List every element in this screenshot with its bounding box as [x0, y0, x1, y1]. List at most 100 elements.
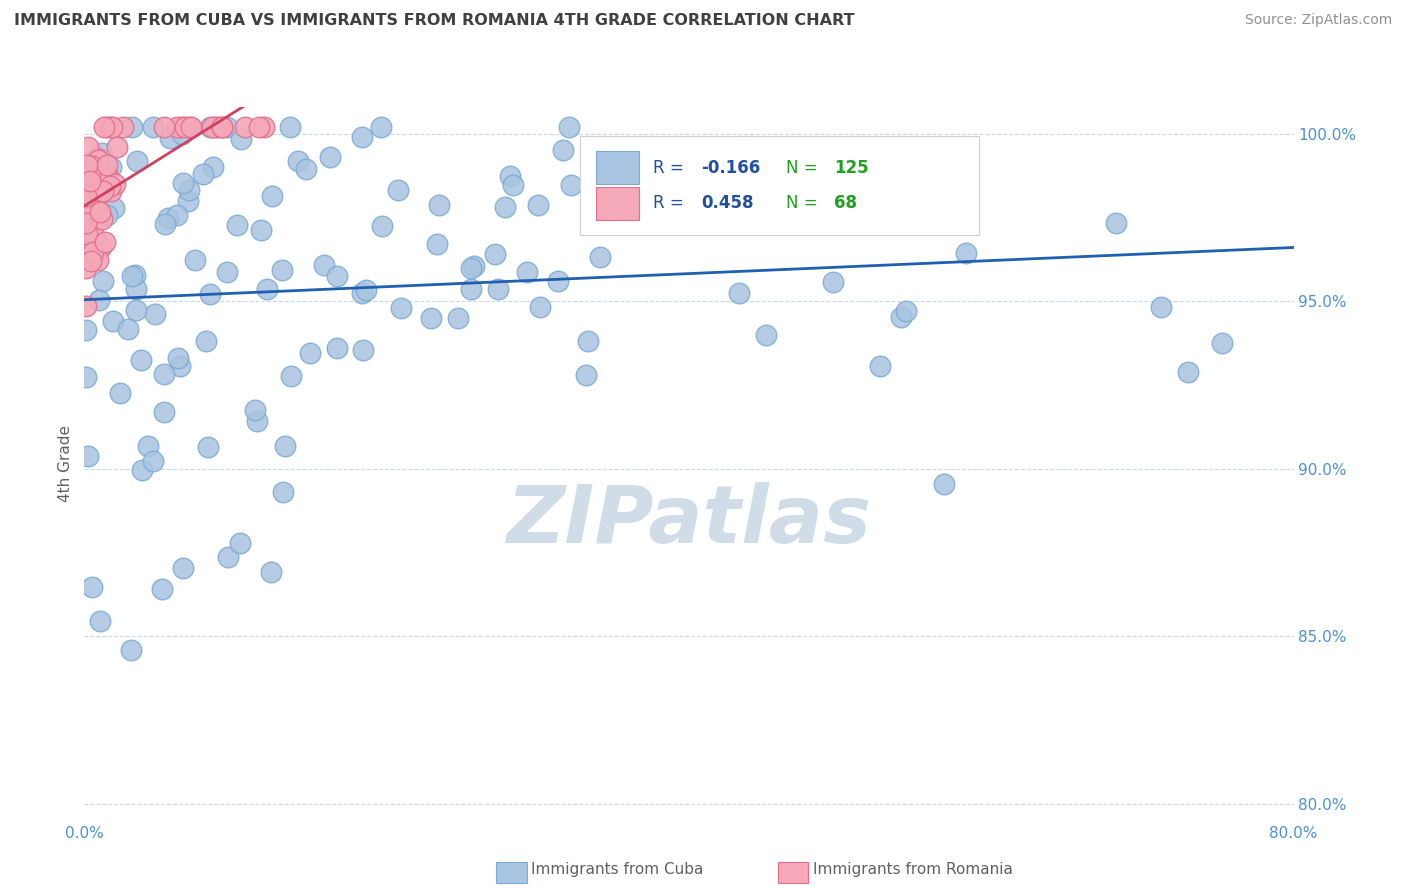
Point: [172, 120, 194, 135]
Point: [529, 300, 551, 314]
Point: [894, 304, 917, 318]
Point: [87, 211, 110, 225]
Point: [103, 201, 125, 215]
Point: [96, 167, 118, 181]
Point: [295, 161, 318, 176]
Point: [91, 184, 114, 198]
Point: [83, 228, 105, 243]
FancyBboxPatch shape: [596, 187, 640, 219]
Point: [869, 359, 891, 374]
Point: [87, 153, 110, 168]
Text: IMMIGRANTS FROM CUBA VS IMMIGRANTS FROM ROMANIA 4TH GRADE CORRELATION CHART: IMMIGRANTS FROM CUBA VS IMMIGRANTS FROM …: [14, 13, 855, 29]
Point: [76, 198, 98, 212]
Point: [125, 303, 148, 318]
Point: [169, 359, 191, 373]
Point: [280, 368, 302, 383]
Point: [260, 189, 283, 203]
Point: [86, 206, 108, 220]
Point: [287, 153, 309, 168]
Point: [198, 286, 221, 301]
Point: [84, 200, 107, 214]
Point: [484, 246, 506, 260]
Point: [527, 198, 550, 212]
Point: [129, 352, 152, 367]
Point: [145, 307, 167, 321]
Point: [101, 314, 124, 328]
Point: [86, 173, 108, 187]
Point: [79, 202, 101, 216]
Point: [558, 120, 581, 135]
Point: [191, 167, 214, 181]
Point: [79, 169, 101, 183]
Point: [215, 120, 238, 135]
Point: [120, 643, 142, 657]
Point: [121, 268, 143, 283]
Y-axis label: 4th Grade: 4th Grade: [58, 425, 73, 502]
Point: [1150, 300, 1173, 314]
Point: [256, 282, 278, 296]
Point: [166, 209, 188, 223]
Text: -0.166: -0.166: [702, 159, 761, 177]
Point: [1211, 335, 1233, 350]
Point: [157, 211, 180, 225]
Point: [516, 265, 538, 279]
Text: Immigrants from Cuba: Immigrants from Cuba: [531, 863, 704, 877]
Point: [925, 198, 948, 212]
Point: [198, 120, 221, 135]
Point: [77, 449, 100, 463]
Point: [260, 566, 283, 580]
Point: [177, 194, 200, 208]
Point: [350, 129, 373, 144]
Point: [86, 198, 108, 212]
Point: [499, 169, 522, 184]
Point: [463, 259, 485, 273]
Point: [153, 367, 176, 381]
Text: Immigrants from Romania: Immigrants from Romania: [813, 863, 1012, 877]
Text: R =: R =: [652, 194, 689, 212]
Point: [184, 252, 207, 267]
Point: [225, 218, 247, 232]
Point: [136, 439, 159, 453]
Point: [150, 582, 173, 596]
Point: [202, 161, 225, 175]
Point: [446, 310, 468, 325]
Point: [177, 183, 200, 197]
Point: [77, 202, 100, 216]
Point: [243, 403, 266, 417]
Point: [75, 369, 97, 384]
Point: [100, 160, 122, 174]
Point: [551, 143, 574, 157]
Point: [142, 454, 165, 468]
Point: [91, 274, 114, 288]
Point: [94, 235, 117, 250]
Point: [172, 177, 194, 191]
Point: [86, 187, 108, 202]
Point: [249, 120, 271, 135]
Point: [204, 120, 226, 135]
Point: [76, 174, 98, 188]
Point: [89, 293, 111, 308]
Point: [233, 120, 256, 135]
Point: [460, 282, 482, 296]
Point: [354, 283, 377, 297]
Point: [273, 485, 295, 500]
Point: [166, 120, 188, 135]
Point: [752, 214, 775, 228]
Point: [76, 206, 98, 220]
Point: [105, 140, 128, 154]
Point: [755, 161, 778, 176]
Point: [75, 299, 97, 313]
Point: [246, 414, 269, 428]
Point: [75, 239, 97, 253]
Text: R =: R =: [652, 159, 689, 177]
Point: [502, 178, 524, 192]
Text: N =: N =: [786, 159, 823, 177]
Point: [76, 158, 98, 172]
Point: [75, 163, 97, 178]
Point: [82, 247, 104, 261]
Point: [87, 155, 110, 169]
Point: [87, 253, 110, 268]
Point: [298, 346, 321, 360]
Point: [932, 477, 955, 491]
Point: [75, 188, 97, 202]
